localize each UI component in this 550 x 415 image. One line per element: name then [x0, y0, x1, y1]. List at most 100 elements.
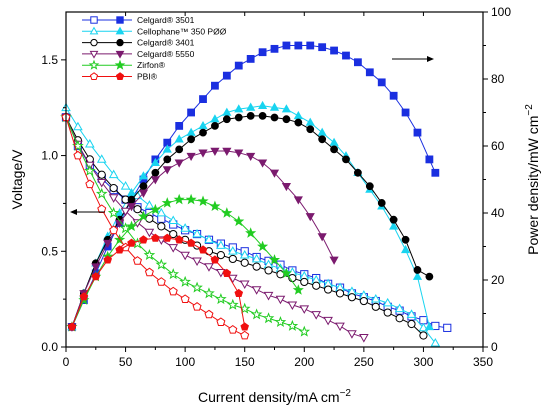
arrow-right-head — [427, 56, 434, 62]
power-point — [186, 127, 196, 136]
power-point — [163, 155, 172, 164]
x-axis-title-text: Current density/mA cm — [198, 389, 340, 405]
y-right-axis-title-text: Power density/mW cm — [525, 116, 541, 255]
power-point — [186, 238, 196, 247]
power-line — [71, 199, 299, 328]
power-point — [269, 169, 280, 178]
power-point — [246, 152, 256, 161]
voltage-point — [216, 251, 225, 260]
x-axis-title: Current density/mA cm−2 — [198, 388, 351, 405]
voltage-point — [252, 262, 261, 271]
legend-item-4: Zirfon® — [82, 59, 166, 70]
power-point — [258, 111, 267, 120]
voltage-point — [323, 316, 333, 326]
power-point — [210, 114, 220, 123]
voltage-point — [359, 334, 369, 343]
voltage-point — [239, 249, 250, 259]
voltage-point — [155, 258, 168, 270]
power-point — [342, 155, 350, 164]
y-right-axis-title: Power density/mW cm−2 — [524, 104, 541, 255]
power-point — [234, 104, 244, 113]
voltage-point — [203, 287, 215, 299]
legend-label: Celgard® 3501 — [137, 15, 195, 25]
power-point — [79, 292, 89, 301]
power-point — [126, 203, 137, 212]
power-point — [306, 125, 315, 134]
power-line — [71, 105, 430, 328]
voltage-point — [394, 303, 405, 313]
y-left-axis-title: Voltage/V — [9, 149, 25, 210]
power-point — [199, 95, 207, 103]
voltage-point — [324, 285, 333, 294]
voltage-point — [240, 258, 249, 267]
legend-label: Cellophane™ 350 PØØ — [137, 26, 227, 36]
power-point — [199, 128, 207, 137]
power-point — [103, 255, 113, 264]
voltage-point — [264, 266, 273, 275]
power-point — [162, 233, 172, 242]
series-2 — [61, 111, 434, 340]
power-point — [139, 235, 148, 244]
legend-label: PBI® — [137, 72, 158, 82]
voltage-point — [179, 275, 191, 287]
power-point — [281, 104, 292, 113]
power-point — [150, 176, 160, 185]
power-point — [270, 44, 279, 53]
voltage-point — [97, 170, 106, 179]
voltage-point — [157, 222, 166, 231]
y-right-tick-label: 80 — [491, 72, 505, 86]
power-point — [175, 145, 184, 154]
voltage-point — [406, 309, 417, 318]
series-layer — [60, 41, 452, 347]
power-point — [431, 168, 440, 177]
voltage-point — [359, 296, 368, 306]
power-point — [318, 43, 327, 52]
power-point — [234, 61, 243, 70]
voltage-point — [228, 325, 238, 334]
power-point — [234, 113, 243, 122]
voltage-point — [144, 200, 155, 209]
voltage-point — [216, 268, 226, 278]
y-right-tick-label: 0 — [491, 340, 498, 354]
power-point — [222, 107, 232, 116]
power-point — [127, 238, 136, 247]
voltage-point — [108, 194, 119, 203]
voltage-point — [132, 256, 143, 265]
y-left-tick-label: 1.5 — [41, 53, 58, 67]
power-point — [173, 193, 185, 205]
power-point — [293, 110, 303, 120]
x-tick-label: 100 — [175, 355, 195, 369]
voltage-point — [263, 291, 274, 301]
arrows — [70, 56, 434, 215]
voltage-point — [287, 301, 298, 311]
legend-filled-marker — [115, 72, 125, 80]
power-point — [246, 55, 255, 63]
power-point — [222, 268, 232, 277]
power-point — [197, 195, 209, 206]
voltage-point — [227, 298, 239, 310]
voltage-point — [73, 150, 83, 160]
legend-open-marker — [89, 72, 99, 80]
power-line — [71, 237, 246, 328]
series-3 — [61, 113, 369, 343]
power-point — [269, 102, 280, 111]
power-point — [162, 144, 172, 153]
power-point — [151, 168, 160, 177]
voltage-point — [97, 204, 107, 214]
power-point — [138, 171, 149, 180]
x-tick-label: 350 — [473, 355, 493, 369]
legend-filled-marker — [116, 38, 124, 47]
power-point — [174, 134, 184, 143]
legend-item-1: Cellophane™ 350 PØØ — [82, 26, 227, 36]
power-point — [365, 68, 374, 77]
voltage-point — [192, 257, 202, 267]
legend-item-3: Celgard® 5550 — [82, 49, 195, 59]
voltage-point — [419, 331, 428, 340]
voltage-point — [180, 294, 190, 303]
voltage-point — [109, 184, 118, 193]
voltage-point — [430, 338, 441, 347]
power-point — [329, 256, 339, 265]
power-point — [149, 203, 161, 215]
power-point — [268, 254, 281, 265]
